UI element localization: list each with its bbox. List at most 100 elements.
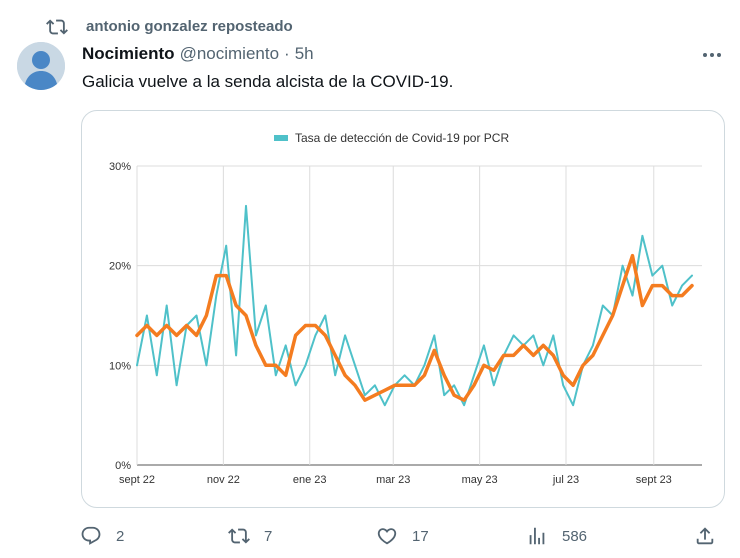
like-count: 17	[412, 527, 429, 545]
legend-swatch	[274, 135, 288, 141]
data-point	[156, 374, 158, 377]
data-point	[413, 384, 416, 387]
data-point	[374, 384, 376, 387]
views-icon	[529, 527, 545, 545]
x-tick-label: may 23	[462, 474, 498, 486]
data-point	[602, 334, 604, 337]
data-point	[631, 294, 634, 297]
data-point	[403, 384, 406, 387]
tweet-timestamp[interactable]: 5h	[294, 44, 314, 63]
data-point	[512, 354, 515, 357]
data-point	[671, 304, 673, 307]
data-point	[314, 324, 317, 327]
data-point	[364, 394, 366, 397]
share-icon	[696, 527, 714, 545]
data-point	[175, 384, 178, 387]
data-point	[532, 334, 535, 337]
data-point	[245, 205, 247, 207]
data-point	[354, 384, 356, 387]
repost-icon	[46, 19, 68, 35]
data-point	[235, 354, 237, 357]
data-point	[463, 399, 465, 402]
data-point	[275, 364, 277, 367]
data-point	[552, 334, 555, 337]
y-tick-label: 20%	[109, 261, 131, 273]
data-point	[602, 304, 604, 307]
data-point	[304, 324, 307, 327]
legend-label: Tasa de detección de Covid-19 por PCR	[295, 131, 509, 145]
data-point	[156, 334, 158, 337]
data-point	[354, 364, 356, 367]
x-tick-label: sept 22	[119, 474, 155, 486]
data-point	[483, 364, 485, 367]
series-line-detection-rate	[136, 204, 693, 407]
more-icon[interactable]	[698, 44, 726, 66]
author-name[interactable]: Nocimiento	[82, 44, 175, 63]
data-point	[522, 344, 525, 347]
views-count: 586	[562, 527, 588, 545]
data-point	[393, 384, 396, 387]
tweet-header: Nocimiento @nocimiento · 5h	[82, 44, 314, 66]
data-point	[374, 394, 376, 397]
detection-rate-chart: 0% 10% 20% 30% sept 22 nov 22 ene 23 mar 23 may …	[109, 131, 702, 486]
data-point	[453, 394, 455, 397]
data-point	[621, 284, 624, 287]
data-point	[592, 354, 594, 357]
action-bar: 2 7 17 586	[0, 522, 740, 550]
data-point	[265, 304, 267, 307]
views-button[interactable]: 586	[526, 522, 587, 550]
data-point	[344, 374, 346, 377]
data-point	[245, 314, 247, 317]
data-point	[384, 404, 386, 407]
reply-button[interactable]: 2	[80, 522, 124, 550]
data-point	[294, 334, 297, 337]
data-point	[136, 334, 138, 337]
data-point	[344, 334, 346, 337]
like-button[interactable]: 17	[376, 522, 429, 550]
data-point	[463, 404, 465, 407]
data-point	[146, 314, 148, 317]
data-point	[284, 344, 287, 347]
repost-icon	[228, 528, 250, 544]
data-point	[592, 344, 594, 347]
data-point	[681, 294, 683, 297]
data-point	[562, 374, 564, 377]
data-point	[384, 389, 386, 392]
chart-series	[135, 204, 694, 407]
data-point	[205, 314, 208, 317]
share-button[interactable]	[694, 522, 716, 550]
data-point	[284, 374, 287, 377]
data-point	[661, 264, 664, 267]
data-point	[671, 294, 673, 297]
data-point	[691, 274, 693, 277]
data-point	[483, 344, 485, 347]
data-point	[195, 314, 198, 317]
data-point	[364, 399, 366, 402]
data-point	[146, 324, 148, 327]
data-point	[651, 284, 654, 287]
author-handle[interactable]: @nocimiento	[179, 44, 280, 63]
data-point	[165, 304, 168, 307]
data-point	[275, 374, 277, 377]
data-point	[611, 314, 614, 317]
data-point	[453, 384, 455, 387]
data-point	[165, 324, 168, 327]
data-point	[205, 364, 208, 367]
data-point	[304, 364, 307, 367]
default-avatar-icon	[17, 42, 65, 90]
repost-button[interactable]: 7	[228, 522, 272, 550]
x-tick-label: mar 23	[376, 474, 410, 486]
avatar[interactable]	[17, 42, 65, 90]
tweet-text: Galicia vuelve a la senda alcista de la …	[82, 72, 454, 91]
data-point	[641, 304, 644, 307]
reply-icon	[81, 526, 101, 545]
data-point	[641, 235, 644, 237]
x-tick-label: sept 23	[636, 474, 672, 486]
data-point	[562, 384, 564, 387]
chart-card[interactable]: 0% 10% 20% 30% sept 22 nov 22 ene 23 mar 23 may …	[81, 110, 725, 508]
x-tick-label: jul 23	[552, 474, 579, 486]
repost-text[interactable]: antonio gonzalez reposteado	[86, 18, 293, 35]
data-point	[433, 334, 436, 337]
data-point	[433, 349, 436, 352]
data-point	[532, 354, 535, 357]
